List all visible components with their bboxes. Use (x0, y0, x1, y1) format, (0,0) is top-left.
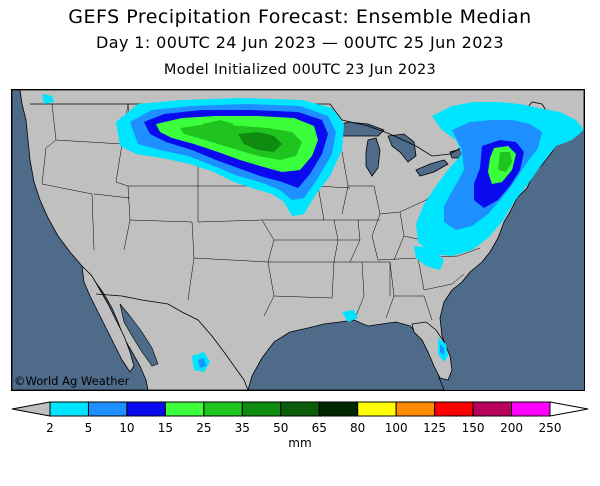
colorbar-swatch-35-50 (241, 401, 282, 417)
map-title: GEFS Precipitation Forecast: Ensemble Me… (68, 6, 532, 28)
map-canvas (12, 90, 584, 390)
colorbar-swatch-200-250 (511, 401, 551, 417)
colorbar-tick-250: 250 (538, 421, 562, 435)
precip-scattered-cells (42, 94, 448, 372)
colorbar-tick-10: 10 (119, 421, 135, 435)
colorbar-swatch-2-5 (49, 401, 89, 417)
colorbar-legend: 2 5 10 15 25 35 50 65 80 100 125 150 200 250 mm (10, 400, 590, 480)
baja-peninsula (81, 264, 135, 373)
colorbar-tick-100: 100 (384, 421, 408, 435)
colorbar-tick-50: 50 (273, 421, 289, 435)
canada-us-border (30, 101, 561, 157)
colorbar-tick-125: 125 (423, 421, 447, 435)
gulf-of-california (119, 303, 159, 367)
precip-northern-plains (116, 98, 344, 216)
colorbar-tick-80: 80 (350, 421, 366, 435)
precip-northeast (416, 102, 584, 256)
colorbar-swatch-65-80 (318, 401, 359, 417)
model-init-line: Model Initialized 00UTC 23 Jun 2023 (163, 62, 437, 78)
colorbar-tick-200: 200 (500, 421, 523, 435)
colorbar-tick-2: 2 (46, 421, 54, 435)
florida-peninsula (411, 321, 453, 381)
colorbar-swatch-5-10 (87, 401, 128, 417)
colorbar-tick-25: 25 (196, 421, 212, 435)
precipitation-map: ©World Ag Weather (11, 89, 585, 391)
colorbar-swatch-80-100 (357, 401, 397, 417)
forecast-period: Day 1: 00UTC 24 Jun 2023 — 00UTC 25 Jun … (96, 33, 504, 52)
colorbar-under-triangle (11, 401, 51, 417)
colorbar-tick-5: 5 (84, 421, 93, 435)
colorbar-tick-15: 15 (157, 421, 174, 435)
colorbar-swatch-125-150 (434, 401, 474, 417)
colorbar-tick-35: 35 (234, 421, 250, 435)
us-mexico-border (95, 293, 249, 390)
colorbar-swatch-15-25 (164, 401, 205, 417)
colorbar-swatch-100-125 (395, 401, 436, 417)
colorbar-swatches (11, 401, 589, 417)
credit-watermark: ©World Ag Weather (14, 374, 130, 388)
colorbar-over-triangle (549, 401, 589, 417)
colorbar-swatch-150-200 (472, 401, 513, 417)
colorbar-units: mm (288, 436, 312, 450)
colorbar-tick-65: 65 (311, 421, 327, 435)
colorbar-swatch-10-15 (126, 401, 166, 417)
colorbar-swatch-50-65 (280, 401, 320, 417)
colorbar-swatch-25-35 (203, 401, 243, 417)
colorbar-tick-150: 150 (461, 421, 485, 435)
